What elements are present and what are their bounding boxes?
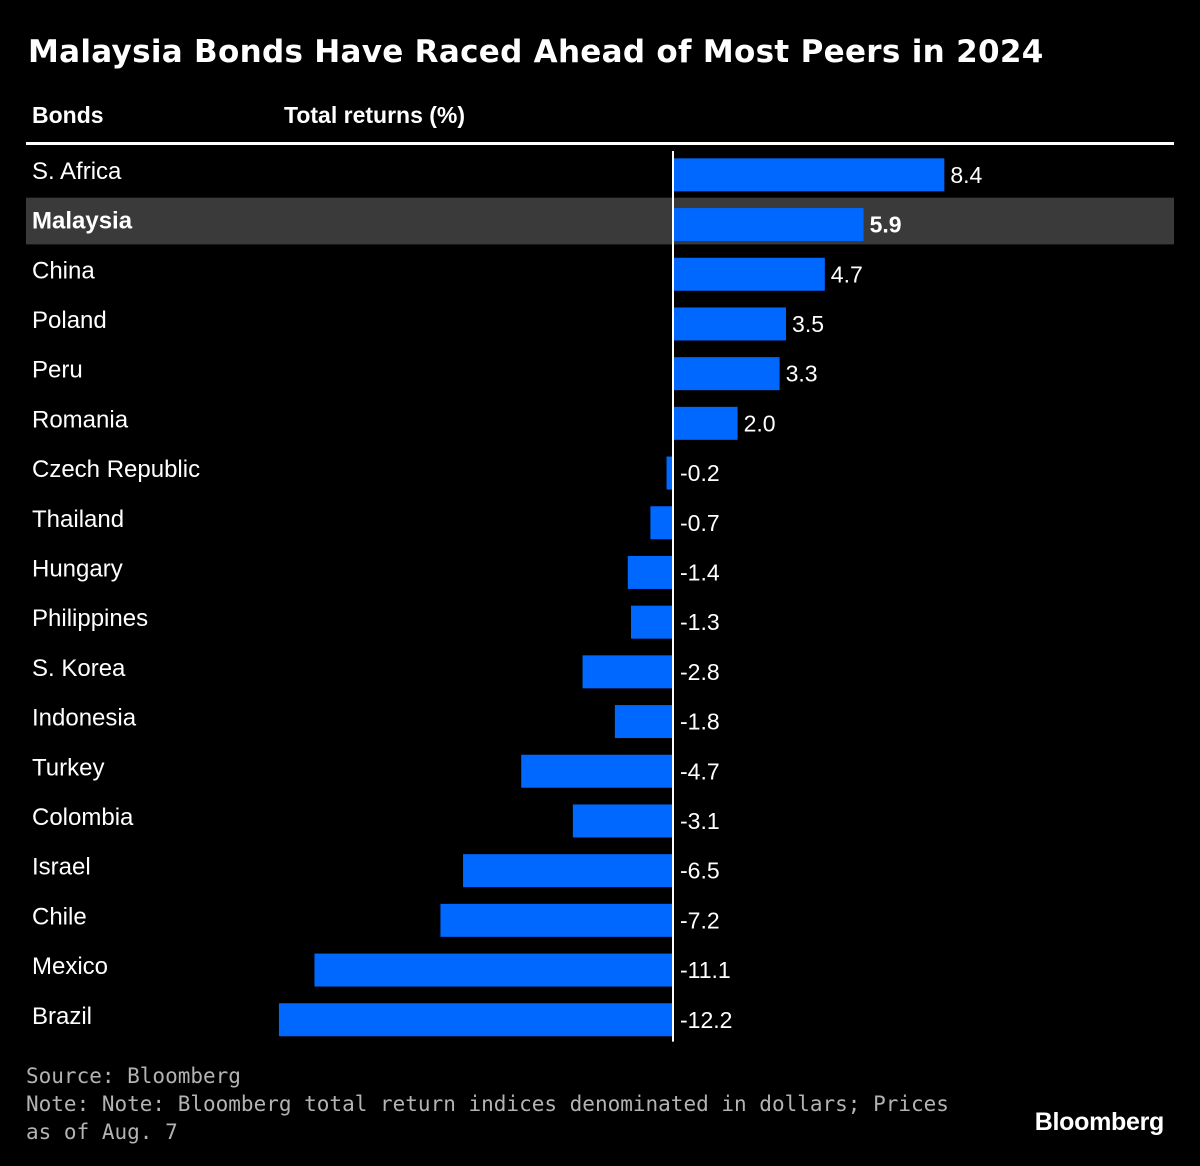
category-label: Malaysia bbox=[32, 208, 133, 235]
bar bbox=[673, 357, 780, 391]
category-label: S. Africa bbox=[32, 158, 122, 185]
highlight-row-band bbox=[26, 197, 1174, 245]
bar bbox=[463, 854, 673, 888]
category-label: Israel bbox=[32, 854, 91, 881]
bloomberg-logo: Bloomberg bbox=[1034, 1108, 1165, 1136]
bar bbox=[521, 754, 673, 788]
bar bbox=[572, 804, 673, 838]
data-label: 5.9 bbox=[870, 212, 902, 238]
category-label: Peru bbox=[32, 357, 83, 384]
category-label: Hungary bbox=[32, 555, 123, 582]
data-label: -2.8 bbox=[680, 659, 720, 685]
category-label: Indonesia bbox=[32, 705, 137, 732]
bar bbox=[614, 705, 673, 739]
data-label: -11.1 bbox=[680, 957, 731, 983]
data-label: -0.7 bbox=[680, 510, 720, 536]
data-label: 3.5 bbox=[792, 311, 824, 337]
header-rule bbox=[26, 142, 1174, 145]
data-label: -6.5 bbox=[680, 858, 720, 884]
category-label: Philippines bbox=[32, 605, 148, 632]
bar bbox=[673, 406, 738, 440]
bar bbox=[314, 953, 673, 987]
bar bbox=[631, 605, 673, 639]
data-label: -4.7 bbox=[680, 758, 720, 784]
category-label: Colombia bbox=[32, 804, 134, 831]
chart-footnote: Source: Bloomberg Note: Note: Bloomberg … bbox=[26, 1062, 966, 1146]
source-text: Source: Bloomberg bbox=[26, 1064, 241, 1088]
data-label: -7.2 bbox=[680, 907, 720, 933]
bar bbox=[627, 555, 673, 589]
returns-column-header: Total returns (%) bbox=[284, 102, 466, 128]
data-label: 8.4 bbox=[950, 162, 982, 188]
data-label: -0.2 bbox=[680, 460, 720, 486]
category-label: Thailand bbox=[32, 506, 124, 533]
data-label: 3.3 bbox=[786, 361, 818, 387]
bar bbox=[440, 903, 673, 937]
bar bbox=[650, 506, 673, 540]
category-label: China bbox=[32, 257, 95, 284]
bar bbox=[673, 257, 825, 291]
category-label: Mexico bbox=[32, 953, 108, 980]
data-label: 2.0 bbox=[744, 410, 776, 436]
category-label: Czech Republic bbox=[32, 456, 200, 483]
category-label: Poland bbox=[32, 307, 107, 334]
category-label: S. Korea bbox=[32, 655, 126, 682]
category-label: Chile bbox=[32, 903, 87, 930]
data-label: -12.2 bbox=[680, 1007, 732, 1033]
data-label: -1.8 bbox=[680, 709, 720, 735]
data-label: 4.7 bbox=[831, 261, 863, 287]
category-label: Brazil bbox=[32, 1003, 92, 1030]
data-label: -1.3 bbox=[680, 609, 720, 635]
bar bbox=[673, 208, 864, 242]
data-label: -1.4 bbox=[680, 559, 720, 585]
bar bbox=[666, 456, 673, 490]
bar bbox=[673, 158, 945, 192]
data-label: -3.1 bbox=[680, 808, 720, 834]
bar bbox=[278, 1003, 673, 1037]
bar bbox=[673, 307, 787, 341]
category-label: Turkey bbox=[32, 754, 104, 781]
note-text: Note: Note: Bloomberg total return indic… bbox=[26, 1092, 949, 1144]
chart-title: Malaysia Bonds Have Raced Ahead of Most … bbox=[28, 34, 1044, 70]
bonds-column-header: Bonds bbox=[32, 102, 104, 128]
bar bbox=[582, 655, 673, 689]
category-label: Romania bbox=[32, 406, 129, 433]
